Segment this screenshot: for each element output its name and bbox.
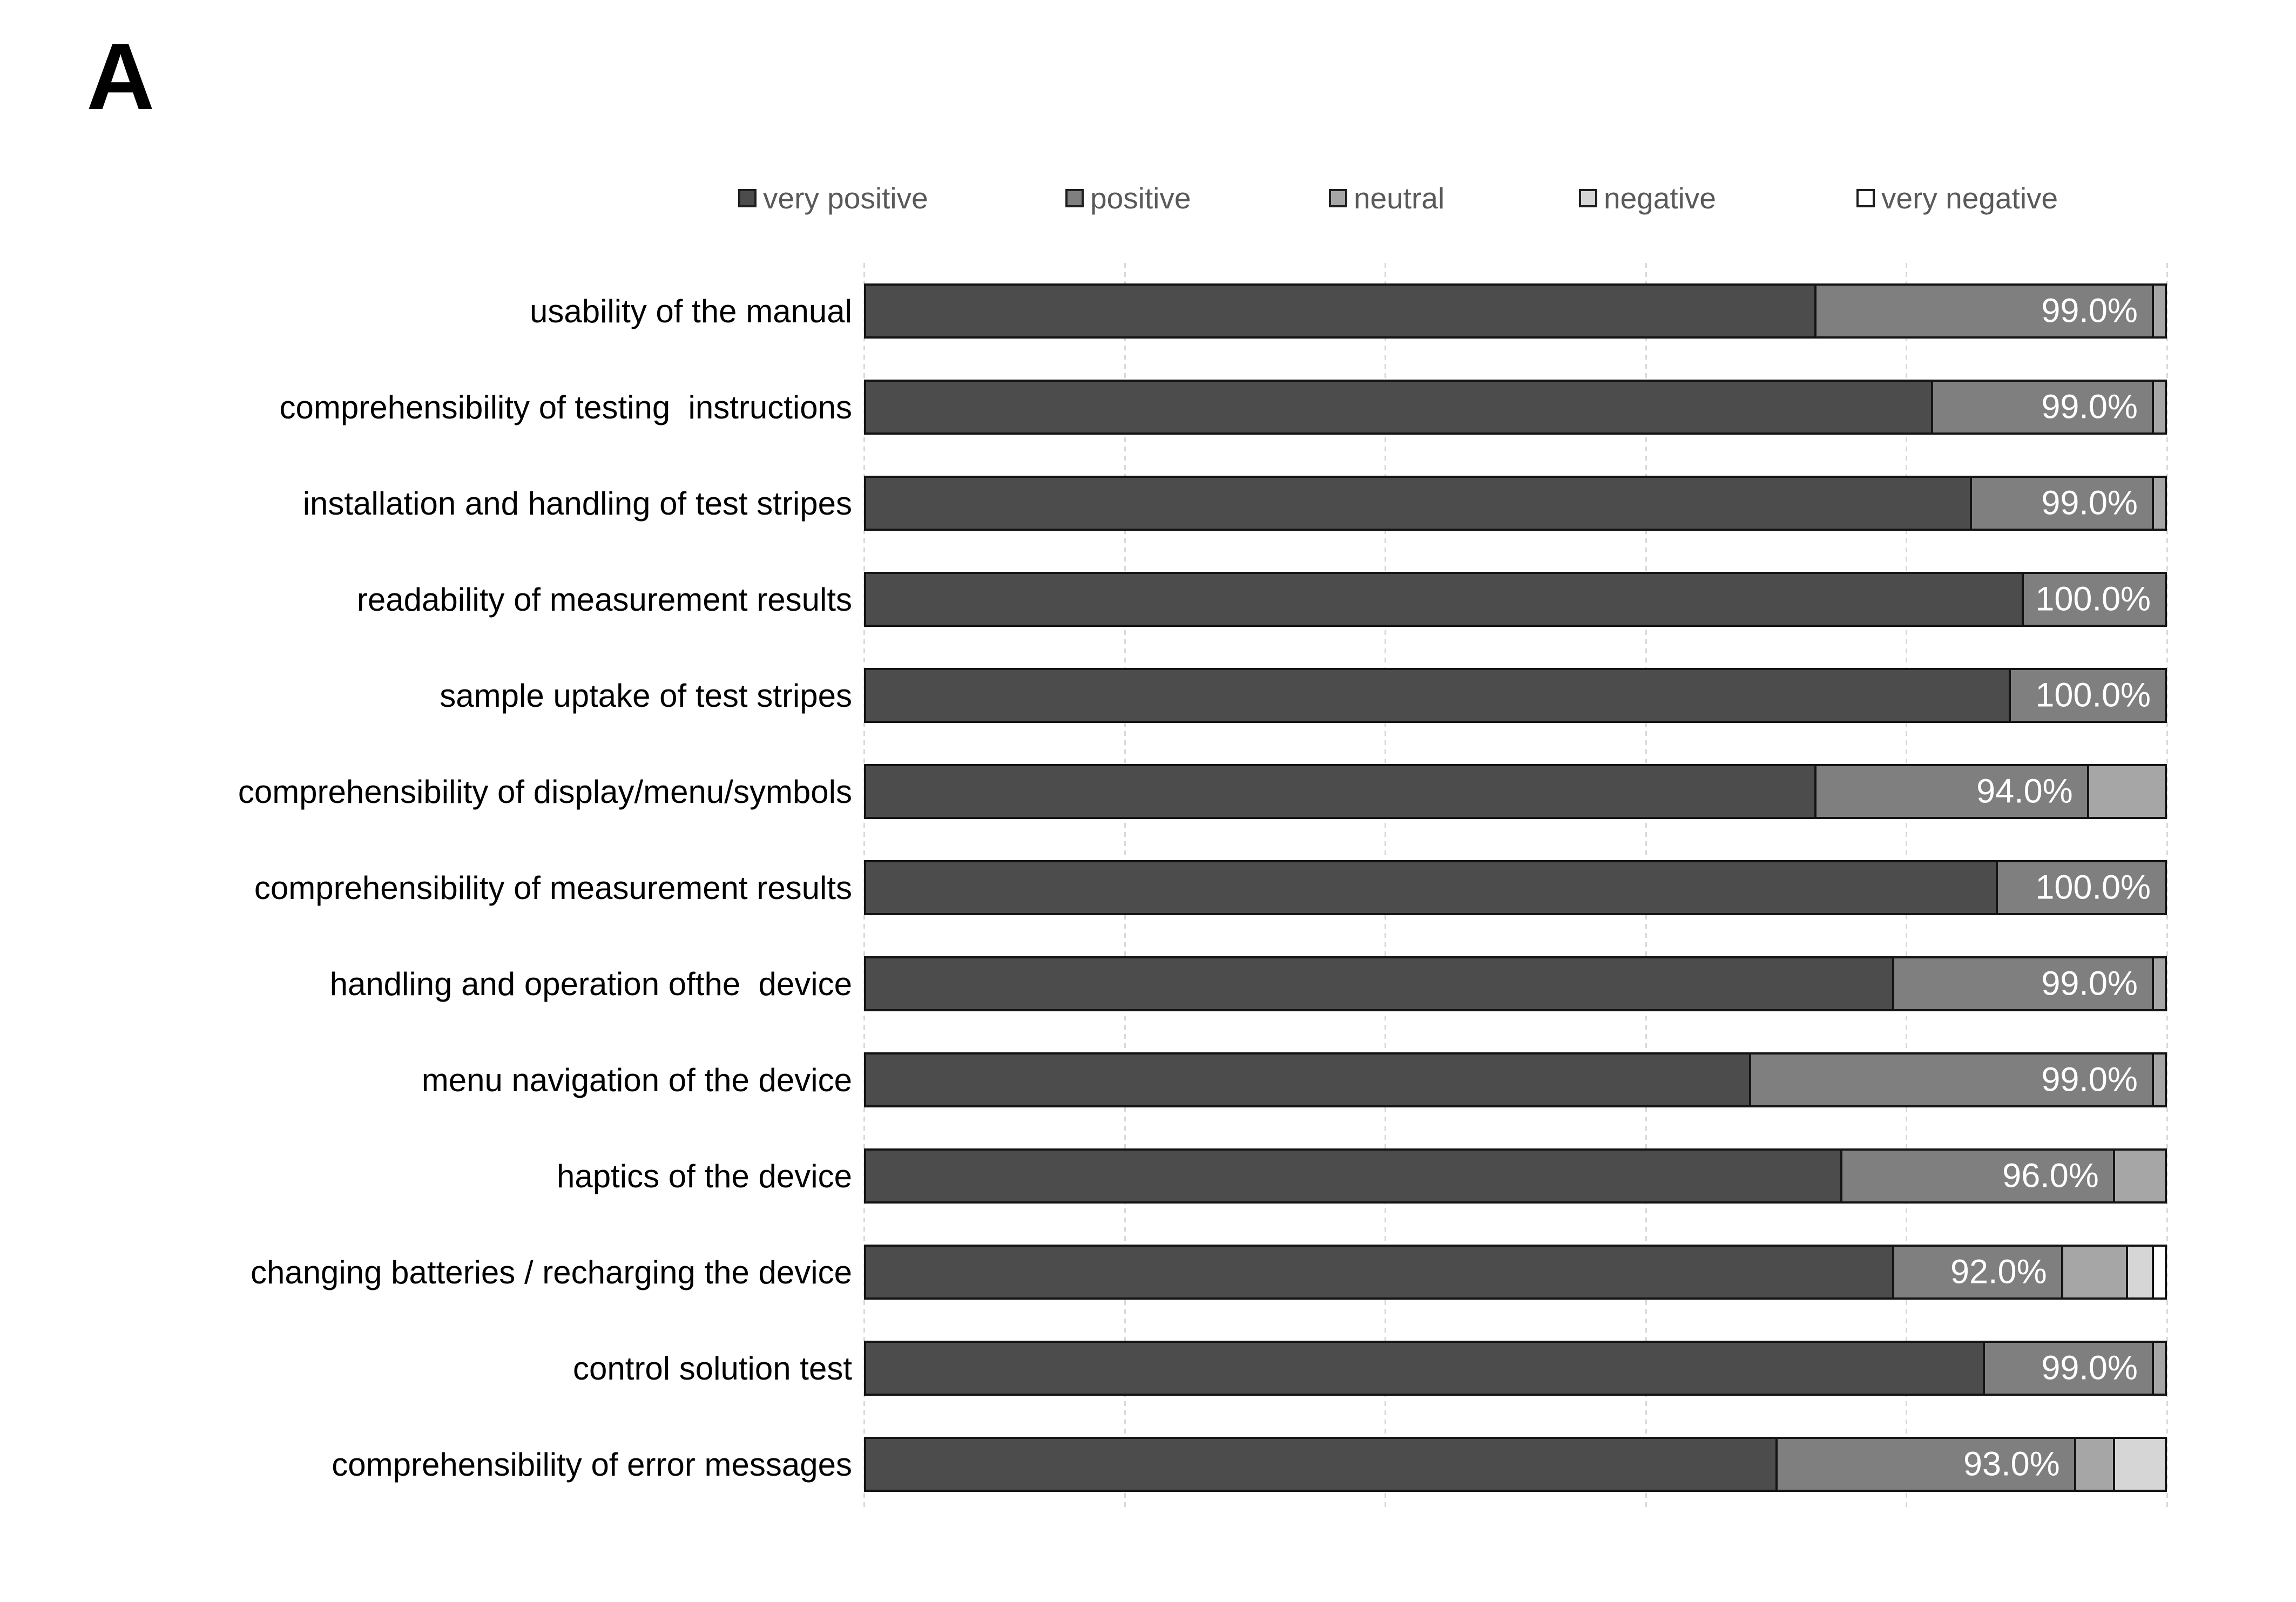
legend-swatch-icon (1856, 189, 1875, 207)
segment-very_positive (866, 574, 2022, 625)
bar-value-label: 93.0% (1963, 1445, 2060, 1483)
segment-neutral (2151, 478, 2165, 529)
legend-label: neutral (1354, 181, 1445, 215)
bar-row: 99.0% (864, 476, 2167, 531)
segment-very_positive (866, 478, 1970, 529)
category-label: comprehensibility of display/menu/symbol… (238, 773, 852, 810)
legend-item-positive: positive (1065, 180, 1191, 216)
bar-value-label: 99.0% (2041, 1060, 2138, 1099)
category-label: control solution test (573, 1350, 852, 1387)
bar-value-label: 99.0% (2041, 484, 2138, 522)
bar-row: 93.0% (864, 1437, 2167, 1492)
legend-item-very_negative: very negative (1856, 180, 2058, 216)
segment-neutral (2151, 958, 2165, 1009)
category-label: usability of the manual (529, 293, 852, 329)
bar-value-label: 100.0% (2035, 580, 2151, 618)
segment-neutral (2151, 286, 2165, 336)
segment-neutral (2151, 382, 2165, 432)
segment-very_positive (866, 1439, 1775, 1490)
bar-row: 100.0% (864, 860, 2167, 915)
segment-positive (1814, 766, 2087, 817)
segment-positive (2022, 574, 2165, 625)
segment-positive (1814, 286, 2152, 336)
segment-very_positive (866, 382, 1932, 432)
segment-very_positive (866, 1151, 1840, 1201)
gridline-100pct (2166, 263, 2168, 1508)
bar-value-label: 100.0% (2035, 868, 2151, 907)
bar-row: 99.0% (864, 380, 2167, 435)
category-label: installation and handling of test stripe… (302, 485, 852, 522)
segment-negative (2125, 1247, 2152, 1297)
bar-row: 99.0% (864, 1052, 2167, 1107)
segment-positive (1892, 958, 2152, 1009)
category-label: changing batteries / recharging the devi… (250, 1254, 852, 1290)
segment-positive (1892, 1247, 2061, 1297)
category-label: comprehensibility of error messages (332, 1446, 852, 1483)
category-label: sample uptake of test stripes (440, 677, 852, 714)
category-label: haptics of the device (556, 1158, 852, 1194)
legend-item-neutral: neutral (1329, 180, 1444, 216)
panel-letter: A (86, 24, 155, 130)
segment-neutral (2112, 1151, 2165, 1201)
bar-value-label: 96.0% (2002, 1157, 2099, 1195)
category-label: handling and operation ofthe device (329, 965, 852, 1002)
category-label: readability of measurement results (356, 581, 852, 618)
legend-swatch-icon (1065, 189, 1084, 207)
segment-very_positive (866, 1247, 1892, 1297)
legend-item-very_positive: very positive (738, 180, 928, 216)
chart-area: 99.0% 99.0% 99.0% 100.0% 100.0% 94.0% 100.0% 99… (863, 263, 2168, 1508)
bar-value-label: 100.0% (2035, 676, 2151, 714)
bar-value-label: 94.0% (1976, 772, 2073, 810)
segment-positive (1983, 1343, 2152, 1394)
legend-label: very positive (763, 181, 928, 215)
category-label: menu navigation of the device (421, 1062, 852, 1098)
segment-positive (1931, 382, 2152, 432)
segment-very_positive (866, 862, 1996, 913)
bar-value-label: 99.0% (2041, 1349, 2138, 1387)
legend-swatch-icon (738, 189, 757, 207)
legend-item-negative: negative (1579, 180, 1716, 216)
bar-value-label: 99.0% (2041, 388, 2138, 426)
bar-row: 96.0% (864, 1148, 2167, 1204)
segment-positive (1996, 862, 2165, 913)
segment-positive (2009, 670, 2165, 721)
segment-neutral (2151, 1343, 2165, 1394)
segment-neutral (2151, 1055, 2165, 1105)
segment-very_positive (866, 286, 1814, 336)
segment-positive (1749, 1055, 2152, 1105)
legend-swatch-icon (1579, 189, 1597, 207)
legend-label: positive (1090, 181, 1191, 215)
legend-swatch-icon (1329, 189, 1347, 207)
bar-row: 100.0% (864, 668, 2167, 723)
legend-label: negative (1604, 181, 1716, 215)
bar-value-label: 92.0% (1950, 1253, 2047, 1291)
segment-negative (2112, 1439, 2165, 1490)
legend-label: very negative (1881, 181, 2058, 215)
segment-very_positive (866, 670, 2009, 721)
bar-value-label: 99.0% (2041, 292, 2138, 330)
segment-neutral (2061, 1247, 2126, 1297)
bar-value-label: 99.0% (2041, 964, 2138, 1003)
category-label: comprehensibility of measurement results (254, 869, 852, 906)
segment-positive (1970, 478, 2152, 529)
bar-row: 99.0% (864, 956, 2167, 1011)
segment-very_positive (866, 766, 1814, 817)
bar-row: 99.0% (864, 283, 2167, 339)
category-label: comprehensibility of testing instruction… (279, 389, 853, 425)
segment-positive (1775, 1439, 2074, 1490)
segment-very_positive (866, 1055, 1750, 1105)
segment-positive (1840, 1151, 2113, 1201)
bar-row: 94.0% (864, 764, 2167, 819)
bar-row: 99.0% (864, 1341, 2167, 1396)
segment-very_negative (2151, 1247, 2165, 1297)
bar-row: 100.0% (864, 572, 2167, 627)
segment-very_positive (866, 958, 1892, 1009)
bar-row: 92.0% (864, 1245, 2167, 1300)
segment-very_positive (866, 1343, 1983, 1394)
segment-neutral (2074, 1439, 2113, 1490)
segment-neutral (2086, 766, 2165, 817)
